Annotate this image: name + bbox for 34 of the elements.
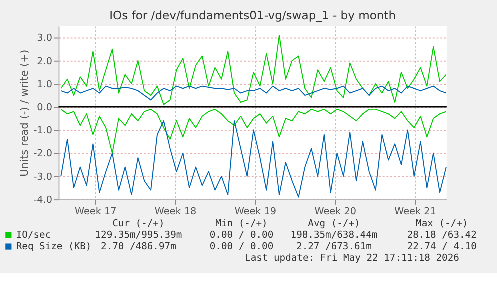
text: Avg (-/+) xyxy=(308,218,360,230)
y-tick-label: 3.0 xyxy=(37,33,52,44)
text: 0.00 / 0.00 xyxy=(210,242,274,253)
text: Min (-/+) xyxy=(216,218,268,230)
y-tick-label: -3.0 xyxy=(34,172,52,183)
line-series xyxy=(60,86,447,101)
text: 22.74 / 4.10 xyxy=(407,242,478,253)
x-tick-label: Week 17 xyxy=(75,206,117,218)
text: Cur (-/+) xyxy=(112,218,165,230)
x-tick-label: Week 20 xyxy=(314,206,356,218)
y-tick-label: -2.0 xyxy=(34,148,52,160)
text: 28.18 /63.42 xyxy=(407,230,477,242)
legend-label: Req Size (KB) xyxy=(16,242,92,253)
line-series xyxy=(60,120,447,198)
text: Last update: Fri May 22 17:11:18 2026 xyxy=(245,253,460,264)
y-tick-label: 1.0 xyxy=(37,79,52,90)
y-tick-label: 2.0 xyxy=(37,56,52,68)
legend-label: IO/sec xyxy=(16,230,52,242)
text: 0.00 / 0.00 xyxy=(210,230,274,242)
chart-title: IOs for /dev/fundaments01-vg/swap_1 - by month xyxy=(110,8,396,22)
x-tick-label: Week 21 xyxy=(394,206,436,218)
line-series xyxy=(60,34,447,106)
text: Max (-/+) xyxy=(416,218,468,230)
text: 198.35m/638.44m xyxy=(290,230,378,242)
y-tick-label: -4.0 xyxy=(34,194,52,206)
text: 2.27 /673.61m xyxy=(296,242,372,253)
line-series xyxy=(60,108,447,154)
y-tick-label: -1.0 xyxy=(34,126,52,137)
text: 129.35m/995.39m xyxy=(95,230,182,242)
x-tick-label: Week 18 xyxy=(154,206,197,218)
text: 2.70 /486.97m xyxy=(101,242,177,253)
y-tick-label: 0.0 xyxy=(37,102,52,114)
x-tick-label: Week 19 xyxy=(234,206,277,218)
y-axis-title: Units read (-) / write (+) xyxy=(18,50,31,177)
